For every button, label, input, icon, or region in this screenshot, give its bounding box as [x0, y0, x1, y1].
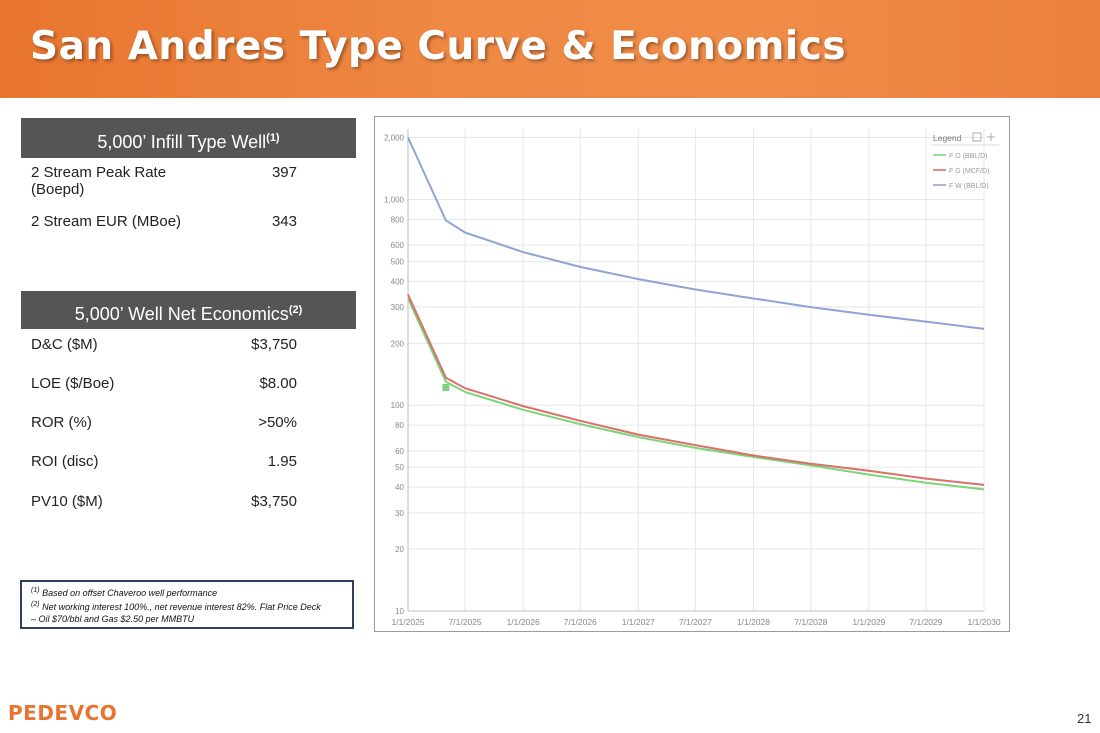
footnote-1-mark: (1): [31, 587, 40, 594]
y-tick-label: 100: [391, 401, 405, 410]
economics-heading-footnote-mark: (2): [288, 304, 303, 316]
type-well-heading: 5,000’ Infill Type Well(1): [21, 118, 356, 158]
footnote-2-mark: (2): [31, 601, 40, 608]
legend-expand-icon: [972, 132, 982, 142]
loe-label: LOE ($/Boe): [31, 375, 115, 392]
slide-header: San Andres Type Curve & Economics: [0, 0, 1100, 98]
dc-label: D&C ($M): [31, 336, 98, 353]
y-tick-label: 600: [391, 241, 405, 250]
y-tick-label: 200: [391, 339, 405, 348]
chart-grid: [407, 129, 985, 612]
ror-value: >50%: [258, 414, 297, 431]
eur-value: 343: [271, 213, 297, 230]
x-tick-label: 1/1/2025: [391, 617, 424, 627]
x-tick-label: 7/1/2026: [564, 617, 597, 627]
footnotes-box: (1) Based on offset Chaveroo well perfor…: [20, 580, 354, 629]
y-tick-label: 400: [391, 277, 405, 286]
footnote-1-text: Based on offset Chaveroo well performanc…: [42, 588, 218, 598]
roi-value: 1.95: [267, 453, 297, 470]
type-well-heading-footnote-mark: (1): [266, 132, 280, 144]
y-tick-label: 1,000: [384, 195, 405, 204]
ror-label: ROR (%): [31, 414, 92, 431]
x-tick-label: 1/1/2029: [852, 617, 885, 627]
series-line-w: [407, 137, 985, 330]
y-tick-label: 80: [395, 421, 404, 430]
slide-title: San Andres Type Curve & Economics: [30, 24, 847, 69]
y-tick-label: 40: [395, 483, 404, 492]
x-tick-label: 1/1/2026: [507, 617, 540, 627]
x-tick-label: 7/1/2025: [449, 617, 482, 627]
y-tick-label: 30: [395, 509, 404, 518]
y-tick-label: 60: [395, 447, 404, 456]
roi-label: ROI (disc): [31, 453, 99, 470]
pv10-value: $3,750: [251, 493, 297, 510]
footnote-2-text: Net working interest 100%., net revenue …: [42, 602, 321, 612]
series-line-g: [407, 294, 985, 486]
page-number: 21: [1077, 711, 1092, 726]
type-well-heading-text: 5,000’ Infill Type Well: [97, 132, 267, 152]
peak-rate-label-line1: 2 Stream Peak Rate: [31, 164, 167, 181]
footnote-1: (1) Based on offset Chaveroo well perfor…: [31, 585, 352, 599]
dc-value: $3,750: [251, 336, 297, 353]
legend-label: F G (MCF/D): [949, 168, 989, 175]
type-curve-chart: 10 20 30 40 50 60 80 100 200 300 400 500 600 800 1,000…: [374, 116, 1010, 632]
legend-title: Legend: [933, 133, 962, 143]
economics-heading-text: 5,000’ Well Net Economics: [74, 304, 289, 324]
y-tick-label: 20: [395, 545, 404, 554]
peak-rate-value: 397: [271, 164, 297, 181]
series-marker: [442, 383, 450, 391]
type-well-row-label: 2 Stream Peak Rate (Boepd): [31, 164, 166, 198]
x-tick-label: 1/1/2030: [967, 617, 1000, 627]
eur-label: 2 Stream EUR (MBoe): [31, 213, 182, 230]
y-tick-label: 800: [391, 215, 405, 224]
x-tick-label: 7/1/2029: [909, 617, 942, 627]
chart-series: [407, 137, 985, 491]
economics-heading: 5,000’ Well Net Economics(2): [21, 291, 356, 329]
x-tick-label: 1/1/2027: [622, 617, 655, 627]
x-tick-label: 7/1/2027: [679, 617, 712, 627]
y-tick-label: 500: [391, 257, 405, 266]
chart-axes: 10 20 30 40 50 60 80 100 200 300 400 500 600 800 1,000…: [384, 129, 1001, 627]
type-curve-chart-svg: 10 20 30 40 50 60 80 100 200 300 400 500 600 800 1,000…: [384, 129, 1001, 627]
y-tick-label: 2,000: [384, 134, 405, 143]
y-tick-label: 10: [395, 607, 404, 616]
loe-value: $8.00: [259, 375, 297, 392]
footnote-2: (2) Net working interest 100%., net reve…: [31, 599, 352, 613]
pv10-label: PV10 ($M): [31, 493, 103, 510]
y-tick-label: 50: [395, 463, 404, 472]
x-tick-label: 7/1/2028: [794, 617, 827, 627]
chart-legend: Legend F O (BBL/D) F G (MCF/D) F W (BBL/D): [931, 132, 999, 190]
series-line-o: [407, 298, 985, 491]
pedevco-logo: PEDEVCO: [8, 701, 118, 725]
x-tick-label: 1/1/2028: [737, 617, 770, 627]
legend-label: F W (BBL/D): [949, 183, 989, 190]
y-tick-label: 300: [391, 303, 405, 312]
legend-move-icon: [987, 133, 995, 141]
peak-rate-label-line2: (Boepd): [31, 181, 85, 198]
legend-label: F O (BBL/D): [949, 153, 988, 160]
footnote-2-line2: – Oil $70/bbl and Gas $2.50 per MMBTU: [31, 614, 195, 624]
